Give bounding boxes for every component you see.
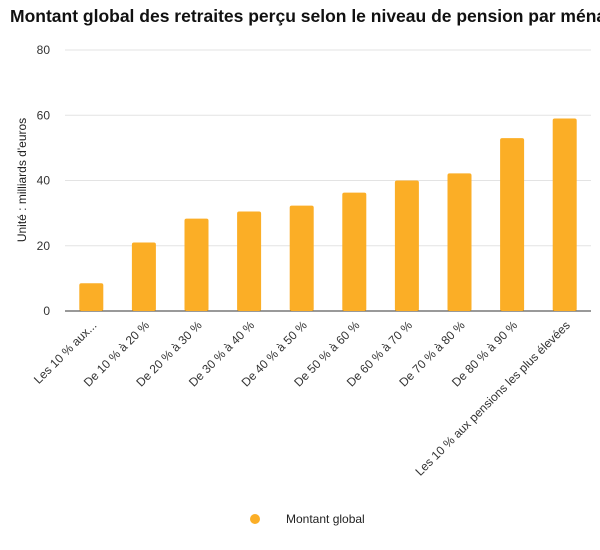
bar <box>447 173 472 311</box>
bar <box>289 205 314 311</box>
legend-swatch <box>250 514 260 524</box>
y-tick-label: 20 <box>37 239 51 253</box>
y-axis-label: Unité : milliards d'euros <box>15 118 29 242</box>
bar <box>500 138 525 311</box>
bar <box>394 180 419 311</box>
bar <box>79 283 104 311</box>
y-tick-label: 60 <box>37 108 51 122</box>
bars <box>79 118 577 311</box>
bar <box>237 211 262 311</box>
chart-title: Montant global des retraites perçu selon… <box>10 6 600 26</box>
bar <box>552 118 577 311</box>
x-axis-ticks: Les 10 % aux...De 10 % à 20 %De 20 % à 3… <box>31 318 573 479</box>
y-tick-label: 0 <box>43 304 50 318</box>
y-tick-label: 40 <box>37 174 51 188</box>
bar <box>184 218 209 311</box>
legend: Montant global <box>250 512 365 526</box>
legend-label: Montant global <box>286 512 365 526</box>
bar <box>342 192 367 311</box>
bar <box>131 242 156 311</box>
y-tick-label: 80 <box>37 43 51 57</box>
y-axis-ticks: 0 20 40 60 80 <box>37 43 51 318</box>
